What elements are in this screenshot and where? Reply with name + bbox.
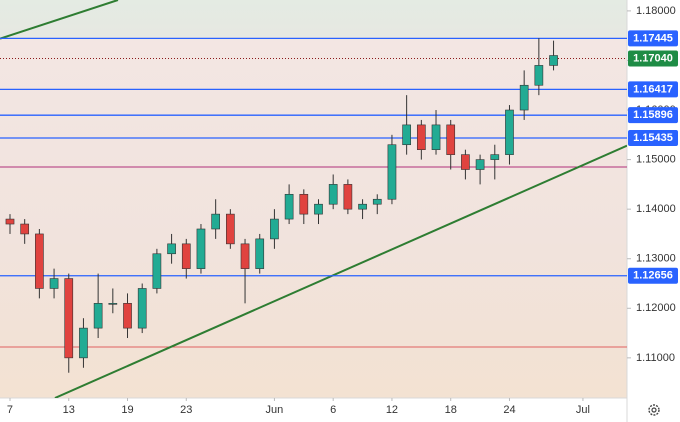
- candle-body: [137, 288, 147, 329]
- x-tick-label: 18: [445, 404, 457, 416]
- level-box: [628, 130, 678, 147]
- candle-body: [475, 159, 485, 170]
- x-tick-label: 23: [180, 404, 192, 416]
- candle-body: [35, 233, 44, 289]
- candle-body: [93, 303, 103, 329]
- level-label: 1.12656: [633, 270, 673, 282]
- y-tick-label: 1.14000: [636, 203, 676, 215]
- x-tick-label: 24: [503, 404, 515, 416]
- candle-body: [284, 193, 294, 220]
- level-box: [628, 267, 678, 284]
- trend-line: [54, 144, 627, 398]
- level-box: [628, 81, 678, 98]
- plot: [0, 0, 627, 398]
- level-box: [628, 30, 678, 47]
- candle-body: [387, 144, 397, 200]
- candle-body: [461, 154, 470, 170]
- y-tick-label: 1.13000: [636, 253, 676, 265]
- level-label: 1.17445: [633, 32, 673, 44]
- candle-body: [534, 65, 544, 86]
- candle-body: [358, 203, 367, 210]
- x-tick-label: 19: [121, 404, 133, 416]
- candle-body: [402, 124, 411, 146]
- current-price-label: 1.17040: [633, 52, 673, 64]
- level-label: 1.16417: [633, 83, 673, 95]
- current-price-box: [628, 50, 678, 67]
- candle-body: [549, 55, 558, 66]
- candle-body: [108, 303, 118, 305]
- candle-body: [505, 109, 514, 155]
- candle-body: [79, 327, 88, 359]
- level-box: [628, 107, 678, 124]
- candle-body: [240, 243, 250, 269]
- time-axis: [0, 398, 627, 422]
- x-tick-label: 6: [330, 404, 336, 416]
- candle-body: [49, 278, 59, 289]
- candle-body: [20, 223, 30, 235]
- candle-body: [328, 184, 338, 205]
- trend-line: [0, 0, 119, 40]
- plot-background: [0, 0, 627, 398]
- price-axis: [627, 0, 680, 422]
- settings-icon[interactable]: [648, 404, 660, 416]
- x-tick-label: Jun: [266, 404, 284, 416]
- candle-body: [314, 203, 323, 215]
- x-tick-label: Jul: [576, 404, 590, 416]
- y-tick-label: 1.18000: [636, 5, 676, 17]
- x-tick-label: 12: [386, 404, 398, 416]
- candle-body: [167, 243, 176, 255]
- candle-body: [226, 213, 235, 245]
- candle-body: [519, 84, 529, 111]
- candle-body: [416, 124, 426, 150]
- candle-body: [446, 124, 456, 155]
- candle-body: [431, 124, 441, 150]
- x-tick-label: 13: [63, 404, 75, 416]
- candle-body: [123, 303, 132, 329]
- y-tick-label: 1.15000: [636, 154, 676, 166]
- candle-body: [299, 193, 309, 215]
- candle-body: [490, 154, 500, 160]
- candle-body: [152, 253, 162, 289]
- candle-body: [5, 218, 15, 225]
- candle-body: [181, 243, 191, 269]
- y-tick-label: 1.12000: [636, 302, 676, 314]
- candle-body: [255, 238, 265, 269]
- y-tick-label: 1.11000: [636, 352, 675, 364]
- candle-body: [270, 218, 279, 240]
- candle-body: [343, 184, 353, 210]
- candle-body: [64, 278, 74, 359]
- x-tick-label: 7: [7, 404, 13, 416]
- level-label: 1.15435: [633, 132, 673, 144]
- level-label: 1.15896: [633, 109, 673, 121]
- candle-body: [211, 213, 220, 230]
- candle-body: [372, 198, 382, 205]
- candle-body: [196, 228, 206, 269]
